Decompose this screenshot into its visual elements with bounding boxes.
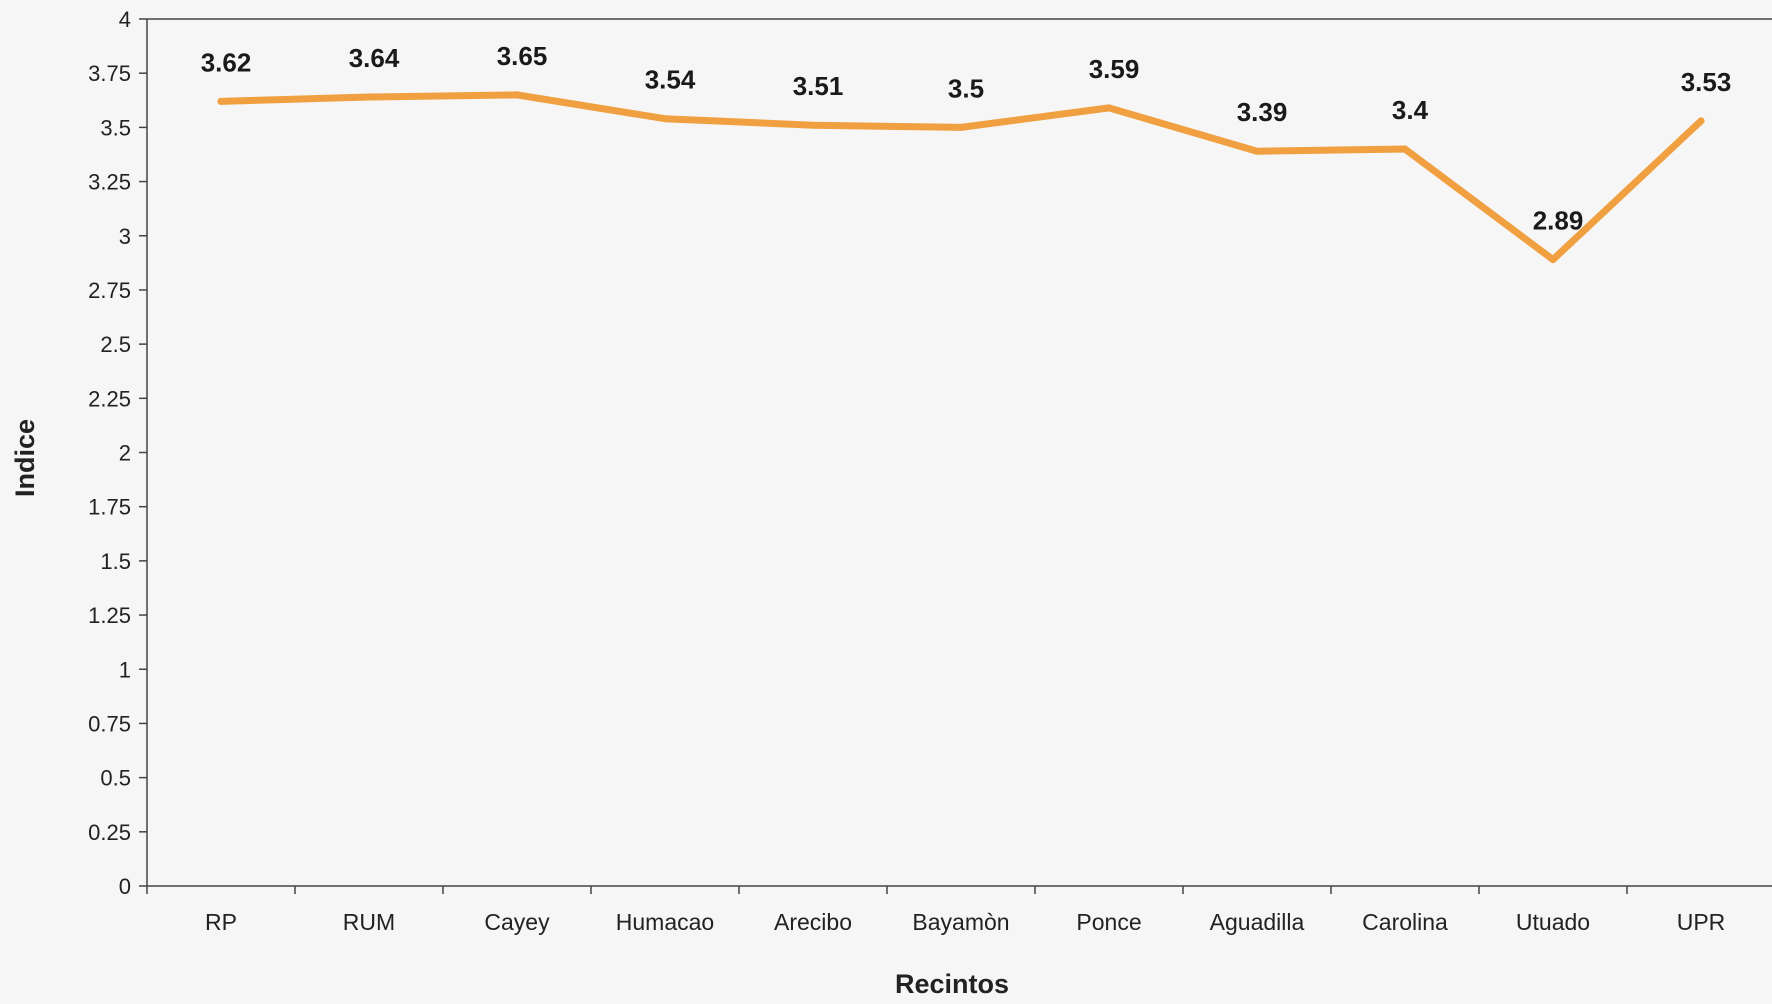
y-tick-label: 1 <box>119 657 131 682</box>
y-tick-label: 0.25 <box>88 820 131 845</box>
y-axis-title: Indice <box>10 419 40 497</box>
y-tick-label: 1.25 <box>88 603 131 628</box>
data-label: 3.4 <box>1392 95 1429 125</box>
axes-layer <box>146 18 1772 887</box>
data-point <box>365 93 373 101</box>
y-tick-label: 0.75 <box>88 711 131 736</box>
x-tick-label: RUM <box>343 909 395 935</box>
y-ticks-layer: 0 0.25 0.5 0.75 1 1.25 1.5 1.75 2 2.25 2.5 2.75 3 3.2… <box>88 7 147 899</box>
y-tick-label: 3.75 <box>88 61 131 86</box>
data-labels-layer: 3.62 3.64 3.65 3.54 3.51 3.5 3.59 3.39 3.4 2.89 3.… <box>201 41 1732 236</box>
x-tick-label: Bayamòn <box>912 909 1009 935</box>
data-point <box>1253 147 1261 155</box>
data-point <box>1401 145 1409 153</box>
x-tick-label: RP <box>205 909 237 935</box>
data-label: 3.62 <box>201 47 252 77</box>
y-tick-label: 3.5 <box>100 115 131 140</box>
series-layer <box>217 91 1705 264</box>
x-tick-label: Carolina <box>1362 909 1448 935</box>
data-label: 3.59 <box>1089 54 1140 84</box>
y-tick-label: 2.25 <box>88 386 131 411</box>
x-tick-label: Humacao <box>616 909 714 935</box>
y-tick-label: 1.5 <box>100 549 131 574</box>
data-point <box>809 121 817 129</box>
x-tick-label: Utuado <box>1516 909 1590 935</box>
y-tick-label: 2.5 <box>100 332 131 357</box>
data-point <box>661 115 669 123</box>
data-point <box>1697 117 1705 125</box>
data-label: 3.5 <box>948 73 984 103</box>
data-label: 3.39 <box>1237 97 1288 127</box>
series-line <box>217 91 1705 264</box>
x-axis-title: Recintos <box>895 969 1009 999</box>
data-point <box>217 97 225 105</box>
data-point <box>1105 104 1113 112</box>
y-tick-label: 0 <box>119 874 131 899</box>
data-label: 3.65 <box>497 41 548 71</box>
x-tick-label: Cayey <box>484 909 550 935</box>
data-label: 3.53 <box>1681 67 1732 97</box>
data-point <box>1549 256 1557 264</box>
y-tick-label: 1.75 <box>88 495 131 520</box>
x-tick-label: Ponce <box>1076 909 1141 935</box>
x-tick-label: Aguadilla <box>1210 909 1305 935</box>
x-tick-label: UPR <box>1677 909 1726 935</box>
data-label: 3.54 <box>645 65 696 95</box>
y-tick-label: 2.75 <box>88 278 131 303</box>
data-label: 3.51 <box>793 71 844 101</box>
y-tick-label: 0.5 <box>100 766 131 791</box>
y-tick-label: 3 <box>119 224 131 249</box>
data-label: 2.89 <box>1533 206 1584 236</box>
x-categories-layer: RP RUM Cayey Humacao Arecibo Bayamòn Ponce Agua… <box>146 886 1726 935</box>
y-tick-label: 4 <box>119 7 131 32</box>
data-point <box>513 91 521 99</box>
data-label: 3.64 <box>349 43 400 73</box>
data-point <box>957 123 965 131</box>
y-tick-label: 2 <box>119 441 131 466</box>
x-tick-label: Arecibo <box>774 909 852 935</box>
y-tick-label: 3.25 <box>88 170 131 195</box>
